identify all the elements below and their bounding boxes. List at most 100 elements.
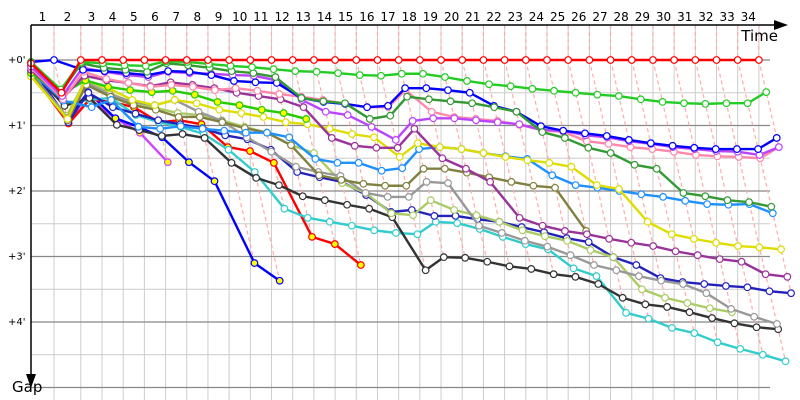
data-point: [220, 126, 229, 135]
data-point: [512, 107, 521, 116]
data-point: [486, 177, 495, 186]
data-point: [415, 56, 424, 64]
data-point: [528, 84, 537, 93]
data-point: [657, 276, 666, 285]
data-point: [363, 103, 371, 112]
data-point: [521, 56, 530, 64]
data-point: [560, 134, 569, 142]
data-point: [762, 88, 771, 96]
data-point: [627, 56, 636, 64]
data-point: [777, 245, 785, 254]
lap-line: [652, 25, 719, 343]
data-point: [668, 323, 676, 332]
x-tick-label: 30: [656, 10, 671, 24]
data-point: [690, 143, 699, 152]
data-point: [701, 99, 710, 108]
data-point: [361, 189, 370, 197]
x-tick-label: 11: [253, 10, 268, 24]
data-point: [413, 139, 422, 148]
data-point: [210, 177, 219, 186]
data-point: [230, 77, 238, 85]
data-point: [319, 97, 328, 106]
data-point: [505, 262, 514, 271]
data-point: [63, 115, 72, 123]
data-point: [267, 147, 276, 156]
data-point: [257, 105, 266, 114]
data-point: [681, 196, 690, 205]
data-point: [370, 133, 378, 142]
data-point: [297, 94, 306, 102]
data-point: [571, 88, 580, 97]
data-point: [178, 130, 187, 138]
data-point: [444, 179, 452, 188]
data-point: [541, 232, 549, 241]
data-point: [561, 227, 569, 235]
data-point: [439, 253, 448, 262]
data-point: [176, 122, 185, 131]
data-point: [652, 164, 661, 173]
series-8: [27, 72, 785, 254]
data-point: [200, 134, 209, 142]
data-point: [507, 177, 516, 186]
data-point: [609, 253, 618, 262]
x-tick-label: 10: [232, 10, 247, 24]
data-point: [787, 289, 795, 298]
data-point: [750, 312, 759, 321]
data-point: [497, 229, 506, 237]
data-point: [622, 308, 630, 317]
data-point: [722, 99, 731, 108]
data-point: [57, 88, 66, 97]
data-point: [581, 129, 589, 138]
data-point: [768, 209, 777, 218]
lap-line: [525, 25, 577, 277]
data-point: [689, 234, 698, 243]
data-point: [112, 120, 121, 129]
data-point: [190, 90, 199, 99]
data-point: [458, 56, 467, 64]
data-point: [157, 132, 166, 140]
data-point: [352, 56, 361, 64]
x-tick-label: 26: [571, 10, 586, 24]
data-point: [765, 287, 774, 296]
x-tick-label: 1: [39, 10, 47, 24]
data-point: [559, 126, 568, 135]
data-point: [693, 251, 702, 260]
data-point: [618, 293, 627, 302]
data-point: [495, 217, 504, 226]
data-point: [218, 118, 227, 127]
data-point: [584, 143, 593, 152]
data-point: [545, 158, 554, 167]
lap-line: [737, 25, 792, 294]
lap-line: [504, 25, 555, 275]
x-tick-label: 4: [109, 10, 117, 24]
data-point: [365, 115, 374, 123]
x-tick-label: 13: [296, 10, 311, 24]
data-point: [215, 105, 224, 114]
data-point: [571, 181, 580, 190]
data-point: [119, 56, 128, 64]
data-point: [372, 143, 381, 152]
data-point: [50, 56, 58, 64]
data-point: [377, 166, 386, 175]
x-axis-title: Time: [740, 27, 778, 45]
data-point: [773, 320, 781, 328]
series-line: [30, 62, 772, 208]
data-point: [548, 171, 557, 180]
data-point: [567, 162, 576, 171]
data-point: [441, 73, 449, 81]
data-point: [667, 230, 676, 239]
data-point: [430, 211, 439, 220]
data-point: [350, 141, 359, 150]
data-point: [641, 300, 650, 309]
data-point: [320, 196, 329, 205]
data-point: [325, 124, 334, 133]
data-point: [395, 153, 404, 161]
data-point: [685, 308, 694, 317]
data-point: [347, 221, 356, 230]
data-point: [566, 251, 575, 260]
data-point: [126, 86, 134, 95]
data-point: [359, 179, 368, 188]
data-point: [337, 175, 346, 184]
series-line: [29, 64, 792, 295]
data-point: [104, 82, 113, 91]
